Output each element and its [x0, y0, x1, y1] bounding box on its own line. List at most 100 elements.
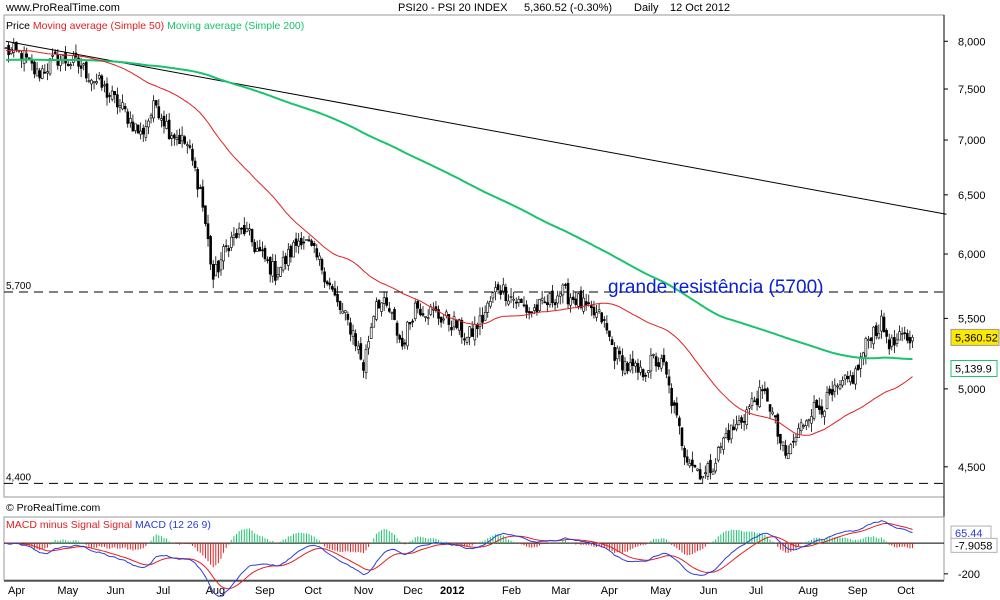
candle-body: [323, 271, 326, 283]
candle-body: [722, 437, 725, 450]
candle-body: [38, 70, 41, 79]
candle-body: [771, 411, 774, 415]
candle-body: [198, 187, 202, 189]
candle-body: [481, 314, 484, 323]
candle-body: [556, 295, 559, 304]
candle-body: [87, 80, 91, 83]
candle-body: [703, 472, 707, 475]
price-tick-label: 7,500: [958, 84, 986, 96]
candle-body: [530, 311, 534, 314]
candle-body: [571, 296, 575, 300]
candle-body: [411, 320, 414, 323]
candle-body: [320, 259, 324, 271]
macd-diff-box: [950, 537, 998, 553]
candle-body: [328, 282, 332, 286]
candle-body: [543, 301, 547, 304]
candle-body: [546, 302, 549, 305]
candle-body: [898, 331, 901, 341]
candle-body: [139, 130, 142, 135]
candle-body: [90, 79, 93, 85]
candle-body: [421, 313, 425, 316]
candle-body: [577, 293, 580, 307]
candle-body: [698, 469, 702, 480]
macd-tick-label: -200: [958, 569, 980, 581]
candle-body: [287, 249, 290, 266]
candle-body: [729, 424, 733, 440]
candle-body: [82, 63, 85, 66]
candle-body: [349, 322, 352, 335]
candle-body: [232, 234, 236, 239]
candle-body: [486, 302, 490, 313]
candle-body: [608, 330, 611, 337]
candle-body: [903, 332, 907, 334]
candle-body: [341, 310, 345, 314]
candle-body: [828, 388, 831, 394]
candle-body: [494, 287, 497, 293]
candle-body: [214, 264, 218, 277]
candle-body: [527, 311, 531, 314]
candle-body: [491, 292, 495, 299]
candle-body: [652, 354, 655, 356]
candle-body: [843, 374, 847, 380]
candle-body: [724, 433, 728, 439]
x-tick-label: Oct: [304, 585, 321, 597]
candle-body: [590, 305, 593, 309]
candle-body: [227, 247, 231, 252]
candle-body: [641, 369, 645, 378]
candle-body: [457, 319, 461, 331]
candle-body: [864, 338, 868, 357]
candle-body: [564, 284, 567, 286]
candle-body: [294, 238, 298, 246]
candle-body: [877, 332, 881, 339]
candle-body: [325, 281, 329, 284]
x-tick-label: Aug: [798, 585, 818, 597]
candle-body: [77, 57, 80, 67]
candle-body: [649, 354, 653, 372]
candle-body: [395, 322, 399, 336]
candle-body: [841, 379, 844, 386]
candle-body: [631, 358, 635, 366]
candle-body: [558, 293, 562, 297]
candle-body: [533, 307, 536, 311]
candle-body: [582, 297, 585, 312]
candle-body: [136, 124, 140, 134]
candle-body: [786, 453, 790, 459]
candle-body: [802, 425, 806, 427]
candle-body: [696, 468, 699, 471]
candle-body: [188, 145, 192, 148]
candle-body: [574, 298, 578, 305]
candle-body: [465, 337, 469, 343]
candle-body: [419, 308, 422, 316]
candle-body: [354, 333, 357, 347]
candle-body: [398, 335, 401, 340]
candle-body: [429, 306, 433, 315]
x-tick-label: Apr: [8, 585, 25, 597]
candle-body: [400, 337, 404, 347]
candle-body: [48, 58, 52, 75]
candle-body: [906, 333, 909, 341]
candle-body: [838, 384, 842, 390]
candle-body: [193, 160, 197, 168]
candle-body: [92, 81, 96, 83]
x-tick-label: Mar: [551, 585, 570, 597]
candle-body: [382, 297, 386, 304]
candle-body: [512, 298, 515, 301]
candle-body: [369, 327, 373, 339]
candle-body: [880, 315, 883, 332]
candle-body: [735, 423, 738, 430]
candle-body: [483, 312, 487, 321]
candle-body: [403, 342, 407, 345]
legend-macd-diff: MACD minus Signal Signal: [6, 519, 133, 531]
candle-body: [242, 225, 246, 235]
candle-body: [507, 300, 510, 305]
candle-body: [388, 308, 391, 312]
price-panel: 8,000 7,500 7,000 6,500 6,000 5,500 5,000 4,500…: [3, 14, 1000, 580]
candle-body: [147, 120, 150, 128]
candle-body: [900, 333, 904, 335]
candle-body: [315, 248, 319, 258]
candle-body: [390, 312, 394, 314]
x-tick-label: May: [650, 585, 671, 597]
candle-body: [333, 288, 337, 296]
candle-body: [105, 83, 109, 98]
price-tick-label: 4,500: [958, 462, 986, 474]
